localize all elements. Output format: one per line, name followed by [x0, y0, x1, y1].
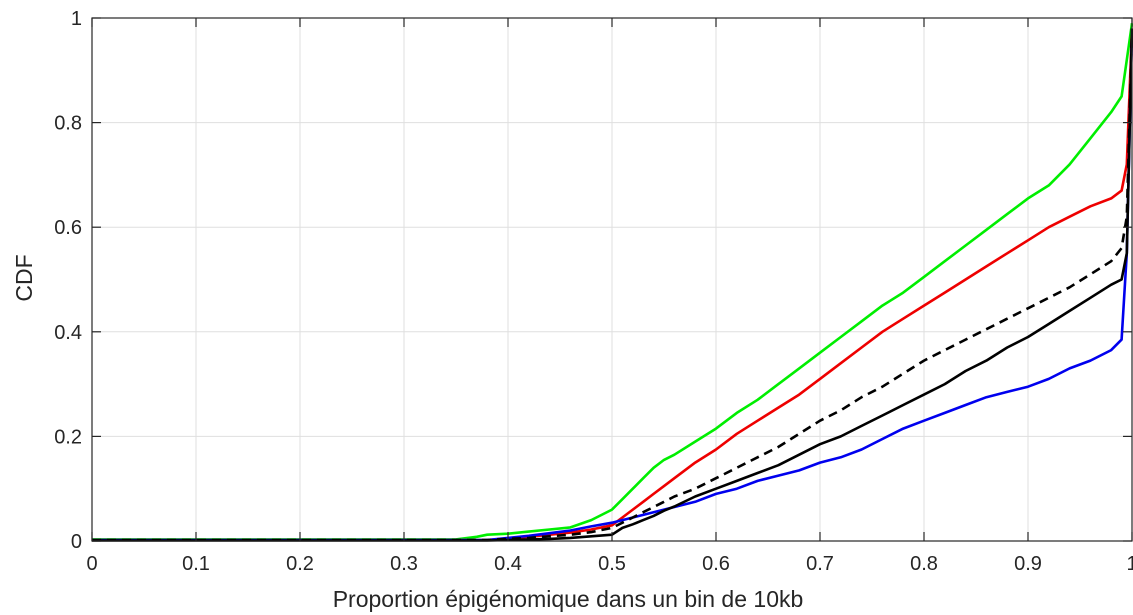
series-line-1: [92, 28, 1133, 542]
plot-series: [92, 23, 1133, 542]
x-tick-label: 0.8: [910, 553, 938, 575]
x-tick-label: 1: [1126, 553, 1133, 575]
x-tick-label: 0.6: [702, 553, 730, 575]
x-tick-label: 0.4: [494, 553, 522, 575]
grid-lines: [91, 17, 1133, 542]
y-tick-label: 0.4: [54, 322, 82, 344]
y-axis-label: CDF: [11, 254, 37, 301]
x-axis-label: Proportion épigénomique dans un bin de 1…: [333, 586, 804, 612]
x-tick-label: 0.9: [1014, 553, 1042, 575]
y-tick-labels: 0 0.2 0.4 0.6 0.8 1: [54, 8, 82, 553]
y-tick-label: 0.6: [54, 217, 82, 239]
tick-marks: [91, 17, 1133, 542]
y-tick-label: 0.8: [54, 113, 82, 135]
series-line-2: [92, 28, 1133, 542]
series-line-3: [92, 28, 1133, 542]
x-tick-label: 0: [86, 553, 97, 575]
x-tick-label: 0.3: [390, 553, 418, 575]
y-tick-label: 0: [71, 531, 82, 553]
y-tick-label: 1: [71, 8, 82, 30]
series-line-4: [92, 28, 1133, 542]
x-tick-label: 0.5: [598, 553, 626, 575]
x-tick-labels: 0 0.1 0.2 0.3 0.4 0.5 0.6 0.7 0.8 0.9 1: [86, 553, 1133, 575]
series-line-0: [92, 23, 1133, 541]
x-tick-label: 0.7: [806, 553, 834, 575]
x-tick-label: 0.2: [286, 553, 314, 575]
x-tick-label: 0.1: [182, 553, 210, 575]
y-tick-label: 0.2: [54, 426, 82, 448]
